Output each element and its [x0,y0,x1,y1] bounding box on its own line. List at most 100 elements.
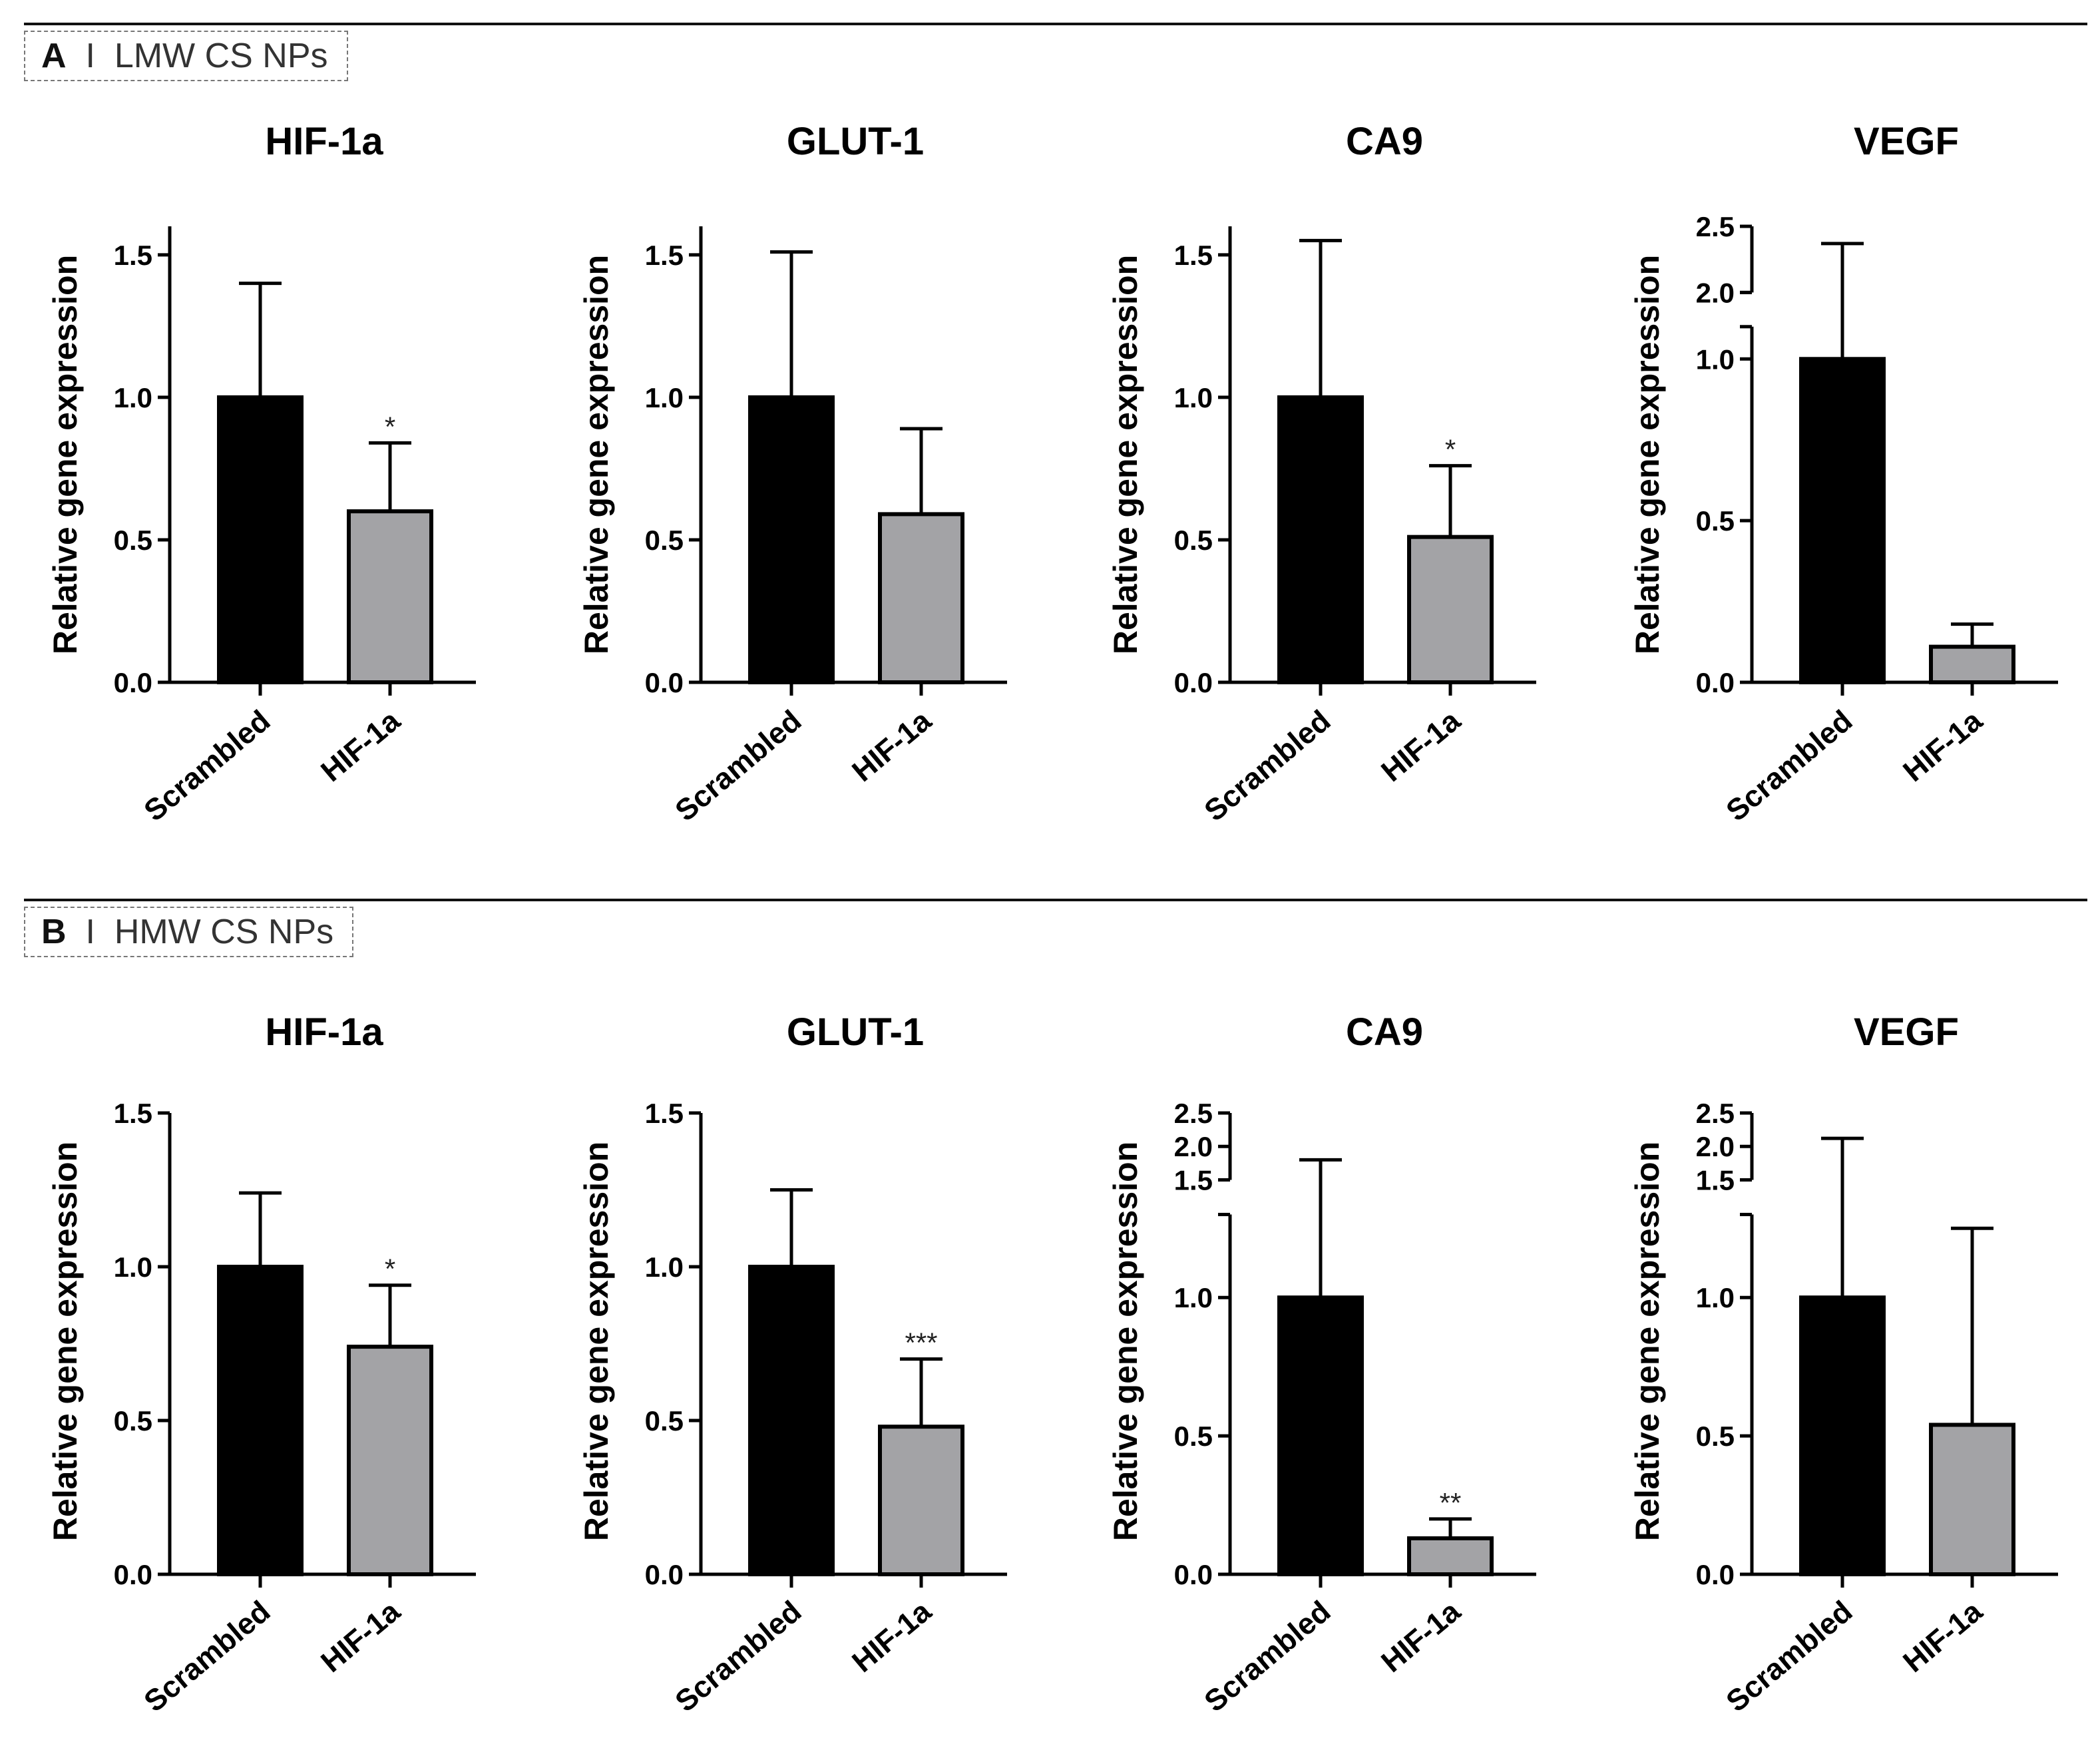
chart7-ylabel: Relative gene expression [1107,1142,1144,1541]
chart5-title: HIF-1a [265,1010,383,1054]
chart3-category-label-0: Scrambled [1197,704,1337,828]
chart7-category-label-1: HIF-1a [1374,1594,1467,1679]
chart3-ytick-label-0: 0.0 [1174,667,1213,698]
chart2-ytick-label-3: 1.5 [645,240,684,271]
chart6-ytick-label-0: 0.0 [645,1559,684,1590]
chart2-ytick-label-1: 0.5 [645,525,684,556]
chart8-bar-0 [1799,1295,1886,1576]
chart3-category-label-1: HIF-1a [1374,703,1467,788]
chart7-ytick-label-5: 2.5 [1174,1098,1213,1129]
panel-b-letter: B [41,913,67,951]
chart1-ytick-label-1: 0.5 [114,525,152,556]
chart6-bar-1 [878,1425,964,1576]
panel-a-sep: I [76,37,105,75]
chart8-title: VEGF [1854,1010,1959,1054]
chart8-ylabel: Relative gene expression [1629,1142,1666,1541]
chart7-bar-0 [1277,1295,1364,1576]
chart-1: HIF-1a Relative gene expression 0.0 0.5 1.0 1… [47,120,476,828]
chart7-ytick-label-3: 1.5 [1174,1164,1213,1196]
chart3-significance-1: * [1445,434,1456,465]
chart1-significance-1: * [385,411,395,442]
chart7-ytick-label-0: 0.0 [1174,1559,1213,1590]
chart1-ytick-label-0: 0.0 [114,667,152,698]
chart6-category-label-0: Scrambled [668,1594,807,1719]
chart4-ytick-label-0: 0.0 [1696,667,1735,698]
chart4-ytick-label-4: 2.5 [1696,211,1735,242]
chart4-ytick-label-3: 2.0 [1696,277,1735,308]
chart5-category-label-0: Scrambled [137,1594,276,1719]
chart-8: VEGF Relative gene expression 0.0 0.5 1.0 1.5… [1629,1010,2058,1719]
chart6-ylabel: Relative gene expression [578,1142,615,1541]
chart7-ytick-label-1: 0.5 [1174,1421,1213,1452]
chart7-ytick-label-2: 1.0 [1174,1282,1213,1313]
chart4-category-label-1: HIF-1a [1896,703,1989,788]
panel-a-label: A I LMW CS NPs [24,31,348,81]
chart2-category-label-1: HIF-1a [845,703,938,788]
chart6-category-label-1: HIF-1a [845,1594,938,1679]
chart3-ylabel: Relative gene expression [1107,255,1144,654]
chart3-bar-0 [1277,395,1364,684]
chart2-ylabel: Relative gene expression [578,255,615,654]
chart4-bar-0 [1799,357,1886,684]
chart8-bar-1 [1929,1423,2015,1577]
chart6-ytick-label-2: 1.0 [645,1251,684,1283]
chart8-ytick-label-0: 0.0 [1696,1559,1735,1590]
chart6-significance-1: *** [905,1327,937,1359]
chart2-title: GLUT-1 [787,120,924,163]
chart1-category-label-1: HIF-1a [314,703,407,788]
chart4-bar-1 [1929,644,2015,685]
chart-5: HIF-1a Relative gene expression 0.0 0.5 1.0 1… [47,1010,476,1719]
chart4-ylabel: Relative gene expression [1629,255,1666,654]
chart8-ytick-label-3: 1.5 [1696,1164,1735,1196]
chart1-ytick-label-3: 1.5 [114,240,152,271]
chart4-title: VEGF [1854,120,1959,163]
panel-b-sep: I [76,913,105,951]
chart5-ytick-label-1: 0.5 [114,1405,152,1436]
chart3-ytick-label-2: 1.0 [1174,382,1213,413]
chart-2: GLUT-1 Relative gene expression 0.0 0.5 1.0 1… [578,120,1007,828]
chart8-ytick-label-2: 1.0 [1696,1282,1735,1313]
chart7-significance-1: ** [1440,1487,1462,1518]
chart2-ytick-label-0: 0.0 [645,667,684,698]
chart6-ytick-label-1: 0.5 [645,1405,684,1436]
chart3-ytick-label-1: 0.5 [1174,525,1213,556]
chart4-ytick-label-2: 1.0 [1696,343,1735,375]
chart6-bar-0 [748,1265,835,1576]
chart3-ytick-label-3: 1.5 [1174,240,1213,271]
chart8-ytick-label-5: 2.5 [1696,1098,1735,1129]
chart2-bar-1 [878,512,964,684]
panel-a-letter: A [41,37,67,75]
chart-6: GLUT-1 Relative gene expression 0.0 0.5 1.0 1… [578,1010,1007,1719]
chart8-ytick-label-4: 2.0 [1696,1131,1735,1162]
chart5-ytick-label-2: 1.0 [114,1251,152,1283]
chart5-bar-0 [217,1265,304,1576]
chart1-bar-0 [217,395,304,684]
chart8-category-label-0: Scrambled [1719,1594,1858,1719]
panel-b-divider [24,899,2087,901]
chart7-bar-1 [1407,1536,1494,1577]
chart8-ytick-label-1: 0.5 [1696,1421,1735,1452]
chart6-ytick-label-3: 1.5 [645,1098,684,1129]
chart2-ytick-label-2: 1.0 [645,382,684,413]
chart4-category-label-0: Scrambled [1719,704,1858,828]
chart5-ytick-label-3: 1.5 [114,1098,152,1129]
chart2-category-label-0: Scrambled [668,704,807,828]
chart-3: CA9 Relative gene expression 0.0 0.5 1.0 1.5 S… [1107,120,1536,828]
chart3-title: CA9 [1346,120,1423,163]
chart1-ytick-label-2: 1.0 [114,382,152,413]
chart7-title: CA9 [1346,1010,1423,1054]
chart8-category-label-1: HIF-1a [1896,1594,1989,1679]
chart1-ylabel: Relative gene expression [47,255,84,654]
chart5-category-label-1: HIF-1a [314,1594,407,1679]
chart3-bar-1 [1407,535,1494,684]
chart7-ytick-label-4: 2.0 [1174,1131,1213,1162]
chart2-bar-0 [748,395,835,684]
panel-b-title: HMW CS NPs [114,913,334,951]
chart5-significance-1: * [385,1253,395,1285]
chart4-ytick-label-1: 0.5 [1696,505,1735,537]
panel-b-label: B I HMW CS NPs [24,907,354,957]
panel-a-title: LMW CS NPs [114,37,328,75]
chart5-ylabel: Relative gene expression [47,1142,84,1541]
